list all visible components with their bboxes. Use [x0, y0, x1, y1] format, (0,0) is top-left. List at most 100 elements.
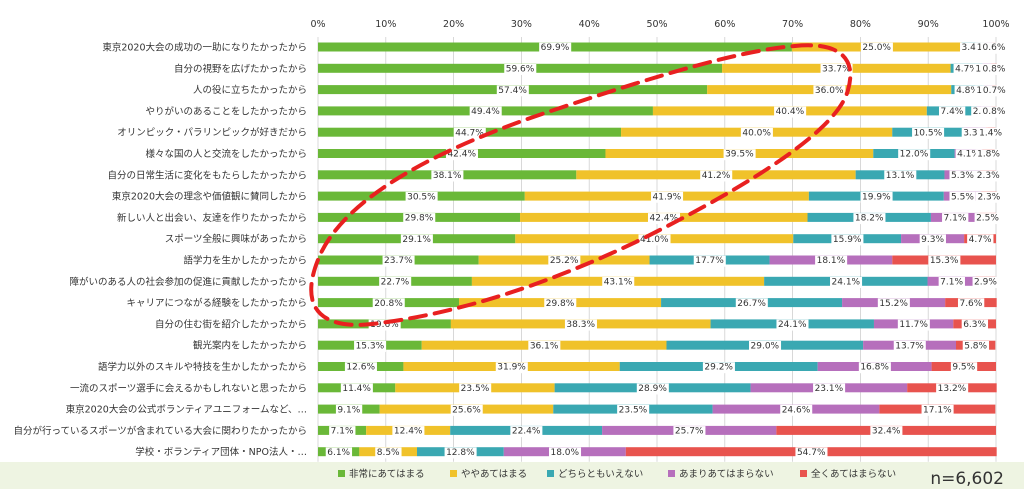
data-label-backing [938, 106, 966, 118]
data-label: 15.9% [833, 235, 862, 245]
data-label-backing [444, 447, 477, 459]
data-label: 11.4% [342, 384, 371, 394]
data-label-backing [928, 255, 961, 267]
data-label: 7.1% [940, 278, 963, 288]
data-label-backing [961, 127, 989, 139]
data-label: 26.7% [737, 299, 766, 309]
data-label-backing [961, 319, 989, 331]
data-label: 0.6% [983, 43, 1006, 53]
data-label: 23.5% [461, 384, 490, 394]
annotation-dashed-ellipse [309, 43, 853, 327]
data-label: 17.1% [923, 405, 952, 415]
data-label-backing [495, 362, 528, 374]
data-label-backing [325, 447, 353, 459]
data-label-backing [382, 255, 415, 267]
data-label: 29.8% [405, 214, 434, 224]
data-label: 12.8% [446, 448, 475, 458]
category-label: キャリアにつながる経験をしたかったから [126, 297, 307, 309]
data-label: 57.4% [498, 86, 527, 96]
data-label: 9.1% [337, 405, 360, 415]
data-label-backing [368, 319, 401, 331]
data-label-backing [544, 298, 577, 310]
data-label: 43.1% [604, 278, 633, 288]
x-tick-label: 100% [982, 19, 1009, 30]
data-label: 25.2% [550, 256, 579, 266]
data-label: 39.5% [725, 150, 754, 160]
data-label-backing [942, 213, 969, 225]
data-label-backing [372, 298, 405, 310]
data-label-backing [962, 340, 990, 352]
data-label: 22.4% [512, 427, 541, 437]
data-label: 22.7% [381, 278, 410, 288]
data-label: 5.3% [951, 171, 974, 181]
data-label-backing [702, 362, 735, 374]
data-label-backing [651, 191, 684, 203]
data-label-backing [673, 426, 706, 438]
legend: 非常にあてはまる ややあてはまる どちらともいえない あまりあてはまらない 全くあてはま… [338, 468, 896, 480]
legend-swatch [338, 470, 345, 477]
data-label: 49.4% [471, 107, 500, 117]
data-label: 7.1% [331, 427, 354, 437]
data-label-backing [344, 362, 377, 374]
data-label: 18.2% [855, 214, 884, 224]
data-label: 8.5% [377, 448, 400, 458]
data-label: 13.2% [938, 384, 967, 394]
data-label-backing [898, 149, 931, 161]
data-label: 18.1% [817, 256, 846, 266]
data-label: 5.8% [964, 341, 987, 351]
data-label-backing [548, 447, 582, 459]
data-label-backing [496, 85, 529, 97]
data-label-backing [780, 404, 813, 416]
data-label: 5.5% [951, 192, 974, 202]
data-label-backing [647, 213, 681, 225]
data-label: 12.4% [394, 427, 423, 437]
data-label-backing [981, 64, 1008, 75]
data-label: 28.9% [638, 384, 667, 394]
data-label-backing [693, 255, 726, 267]
legend-label: 全くあてはまらない [811, 468, 896, 480]
data-label-backing [340, 383, 373, 395]
sample-size: n=6,602 [930, 469, 1004, 489]
data-label-backing [617, 404, 650, 416]
category-label: 一流のスポーツ選手に会えるかもしれないと思ったから [70, 382, 307, 394]
data-label-backing [735, 298, 768, 310]
data-label: 41.2% [702, 171, 731, 181]
data-label: 1.4% [979, 128, 1002, 138]
data-label: 23.1% [815, 384, 844, 394]
data-label-backing [813, 85, 846, 97]
data-label-backing [949, 191, 976, 203]
data-label-backing [949, 170, 976, 182]
category-labels: 東京2020大会の成功の一助になりたかったから自分の視野を広げたかったから人の役… [13, 42, 307, 459]
data-label-backing [815, 255, 848, 267]
data-label: 40.4% [776, 107, 805, 117]
data-label: 11.7% [899, 320, 928, 330]
x-tick-label: 10% [375, 19, 396, 30]
x-tick-label: 30% [511, 19, 532, 30]
category-label: 東京2020大会の理念や価値観に賛同したから [112, 191, 307, 203]
data-label: 40.0% [742, 128, 771, 138]
x-tick-label: 90% [918, 19, 939, 30]
category-label: 東京2020大会の公式ボランティアユニフォームなど、… [66, 404, 307, 416]
data-label-backing [975, 170, 1002, 182]
data-label: 2.9% [974, 278, 997, 288]
data-label: 9.5% [952, 363, 975, 373]
data-label-backing [977, 127, 1004, 139]
data-label-backing [912, 127, 945, 139]
data-label-backing [776, 319, 809, 331]
data-label-backing [919, 234, 946, 246]
data-label: 25.7% [675, 427, 704, 437]
data-label-backing [967, 234, 994, 246]
data-label: 29.8% [546, 299, 575, 309]
data-label: 41.0% [640, 235, 669, 245]
data-label: 10.5% [914, 128, 943, 138]
data-label-backing [445, 149, 478, 161]
category-label: 自分の日常生活に変化をもたらしたかったから [107, 169, 307, 181]
legend-swatch [668, 470, 675, 477]
data-label: 3.4% [962, 43, 985, 53]
data-label: 13.1% [886, 171, 915, 181]
data-label: 4.7% [969, 235, 992, 245]
data-label: 6.3% [963, 320, 986, 330]
category-label: スポーツ全般に興味があったから [165, 233, 307, 245]
data-label: 2.5% [976, 214, 999, 224]
